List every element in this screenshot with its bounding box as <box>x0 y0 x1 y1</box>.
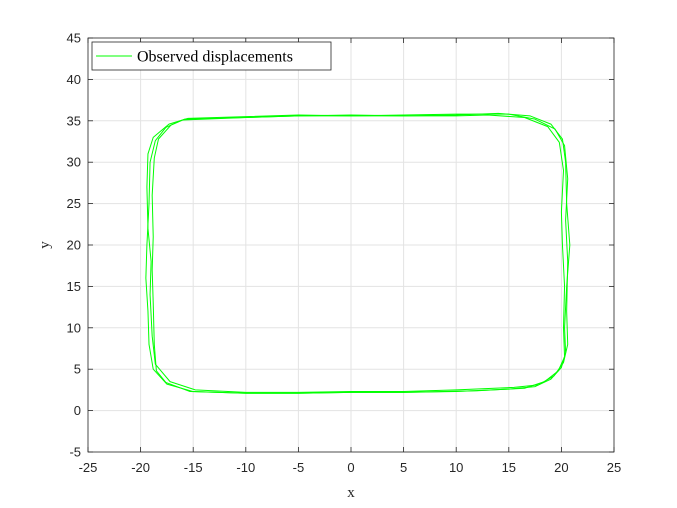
y-tick-label: 10 <box>67 320 81 335</box>
x-tick-label: -5 <box>293 460 305 475</box>
x-tick-label: 0 <box>347 460 354 475</box>
y-tick-label: 45 <box>67 31 81 46</box>
y-tick-label: 0 <box>74 403 81 418</box>
y-tick-label: 5 <box>74 362 81 377</box>
tick-labels: -25 -20 -15 -10 -5 0 5 10 15 20 25 -5 0 5 10 15 20 25 30 35… <box>67 31 622 476</box>
x-tick-label: -25 <box>79 460 98 475</box>
ticks <box>87 37 615 453</box>
legend-label: Observed displacements <box>137 49 293 66</box>
y-tick-label: 35 <box>67 113 81 128</box>
x-axis-label: x <box>347 485 355 501</box>
series-line <box>146 113 569 393</box>
plot-lines <box>145 112 571 394</box>
legend: Observed displacements <box>91 41 332 71</box>
y-tick-label: 40 <box>67 72 81 87</box>
x-tick-label: 15 <box>502 460 516 475</box>
x-tick-label: 10 <box>449 460 463 475</box>
x-tick-label: 25 <box>607 460 621 475</box>
series-line <box>151 114 566 394</box>
y-tick-label: 25 <box>67 196 81 211</box>
x-tick-label: -15 <box>184 460 203 475</box>
y-tick-label: 30 <box>67 155 81 170</box>
y-axis-label: y <box>37 241 53 249</box>
y-tick-label: 15 <box>67 279 81 294</box>
x-tick-label: 5 <box>400 460 407 475</box>
x-tick-label: -10 <box>236 460 255 475</box>
x-tick-label: 20 <box>554 460 568 475</box>
y-tick-label: 20 <box>67 238 81 253</box>
y-tick-label: -5 <box>69 445 81 460</box>
x-tick-label: -20 <box>131 460 150 475</box>
series-line <box>145 112 571 394</box>
